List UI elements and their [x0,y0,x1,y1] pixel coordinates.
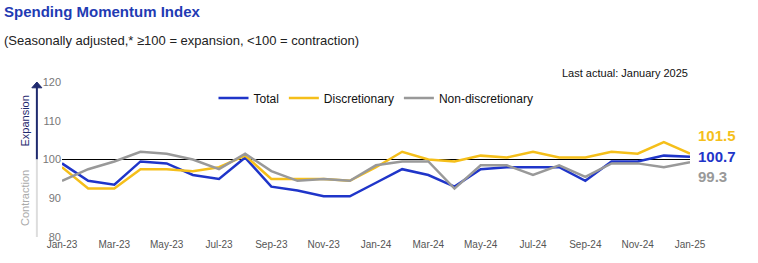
svg-text:Expansion: Expansion [19,95,31,146]
svg-text:Mar-23: Mar-23 [98,239,130,250]
svg-text:Spending Momentum Index: Spending Momentum Index [4,3,200,20]
svg-text:Nov-24: Nov-24 [622,239,655,250]
svg-text:110: 110 [43,115,61,127]
svg-text:Jan-23: Jan-23 [47,239,78,250]
svg-text:Jul-23: Jul-23 [205,239,233,250]
svg-text:Mar-24: Mar-24 [412,239,444,250]
svg-text:90: 90 [49,192,61,204]
svg-text:99.3: 99.3 [698,168,727,185]
svg-text:Discretionary: Discretionary [324,92,394,106]
svg-text:Sep-24: Sep-24 [569,239,602,250]
svg-text:May-24: May-24 [464,239,498,250]
svg-text:Sep-23: Sep-23 [255,239,288,250]
svg-text:100: 100 [43,153,61,165]
svg-text:101.5: 101.5 [698,127,736,144]
svg-text:Total: Total [254,92,279,106]
svg-text:Jul-24: Jul-24 [519,239,547,250]
svg-text:80: 80 [49,231,61,243]
svg-text:(Seasonally adjusted,* ≥100 =: (Seasonally adjusted,* ≥100 = expansion,… [4,33,359,48]
svg-text:120: 120 [43,76,61,88]
svg-text:Non-discretionary: Non-discretionary [439,92,533,106]
svg-text:100.7: 100.7 [698,148,736,165]
svg-text:Jan-25: Jan-25 [675,239,706,250]
svg-text:May-23: May-23 [150,239,184,250]
svg-text:Last actual: January 2025: Last actual: January 2025 [562,67,688,79]
svg-text:Nov-23: Nov-23 [308,239,341,250]
svg-text:Contraction: Contraction [19,170,31,226]
svg-text:Jan-24: Jan-24 [361,239,392,250]
